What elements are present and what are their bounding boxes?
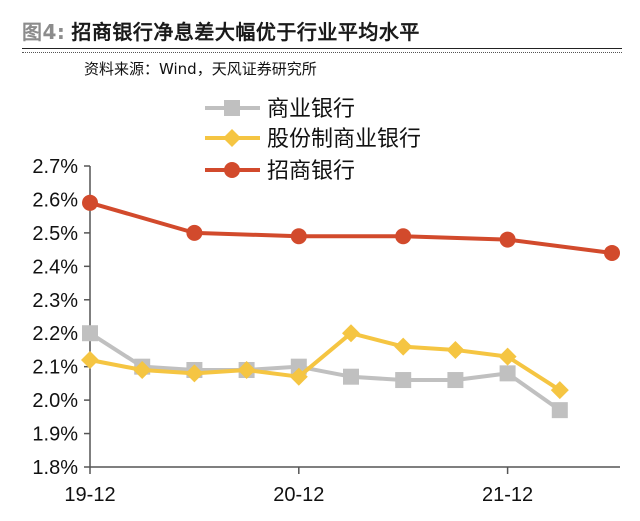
x-tick-label: 21-12 — [482, 484, 533, 506]
figure-number: 图4 — [22, 20, 57, 44]
series-line-1 — [89, 331, 561, 392]
x-tick-label: 20-12 — [273, 484, 324, 506]
data-point-1 — [498, 347, 517, 366]
figure-title-text: 招商银行净息差大幅优于行业平均水平 — [71, 20, 420, 44]
y-tick-label: 2.4% — [32, 256, 78, 278]
data-point-1 — [133, 361, 152, 380]
y-tick-label: 1.8% — [32, 457, 78, 479]
data-point-0 — [499, 365, 516, 382]
legend-label-1: 股份制商业银行 — [267, 127, 421, 152]
legend-marker-1 — [223, 129, 241, 147]
data-point-2 — [186, 224, 203, 241]
data-point-2 — [82, 194, 98, 211]
data-point-1 — [446, 340, 465, 359]
legend-marker-2 — [224, 162, 240, 178]
data-point-0 — [290, 358, 307, 375]
data-point-2 — [290, 228, 307, 245]
y-tick-label: 2.3% — [32, 290, 78, 312]
y-tick-label: 2.0% — [32, 390, 78, 412]
y-tick-label: 2.1% — [32, 357, 78, 379]
series-line-2 — [89, 200, 613, 255]
data-point-1 — [289, 367, 308, 386]
legend-label-0: 商业银行 — [267, 97, 355, 122]
y-tick-label: 2.2% — [32, 323, 78, 345]
y-tick-label: 1.9% — [32, 424, 78, 446]
y-tick-label: 2.5% — [32, 223, 78, 245]
legend-label-2: 招商银行 — [267, 159, 355, 184]
data-point-0 — [447, 372, 464, 389]
legend-marker-0 — [224, 100, 240, 116]
data-point-1 — [185, 364, 204, 383]
data-point-1 — [394, 337, 413, 356]
series-line-0 — [88, 331, 561, 412]
y-tick-label: 2.7% — [32, 156, 78, 178]
data-point-1 — [550, 381, 569, 400]
data-point-2 — [604, 244, 620, 261]
data-point-0 — [551, 402, 568, 419]
data-point-2 — [395, 228, 412, 245]
data-point-0 — [395, 372, 412, 389]
title-divider — [22, 48, 622, 49]
figure-number-separator: : — [56, 20, 66, 44]
data-point-1 — [342, 324, 360, 343]
y-tick-label: 2.6% — [32, 189, 78, 211]
data-point-1 — [237, 361, 256, 380]
data-point-1 — [81, 350, 99, 369]
title-divider-dotted — [22, 52, 622, 53]
data-source: 资料来源：Wind，天风证券研究所 — [84, 60, 317, 78]
figure-title: 图4: 招商银行净息差大幅优于行业平均水平 — [22, 16, 420, 45]
data-point-0 — [343, 368, 359, 385]
data-point-0 — [82, 325, 98, 342]
data-point-2 — [499, 231, 516, 248]
x-tick-label: 19-12 — [64, 484, 115, 506]
